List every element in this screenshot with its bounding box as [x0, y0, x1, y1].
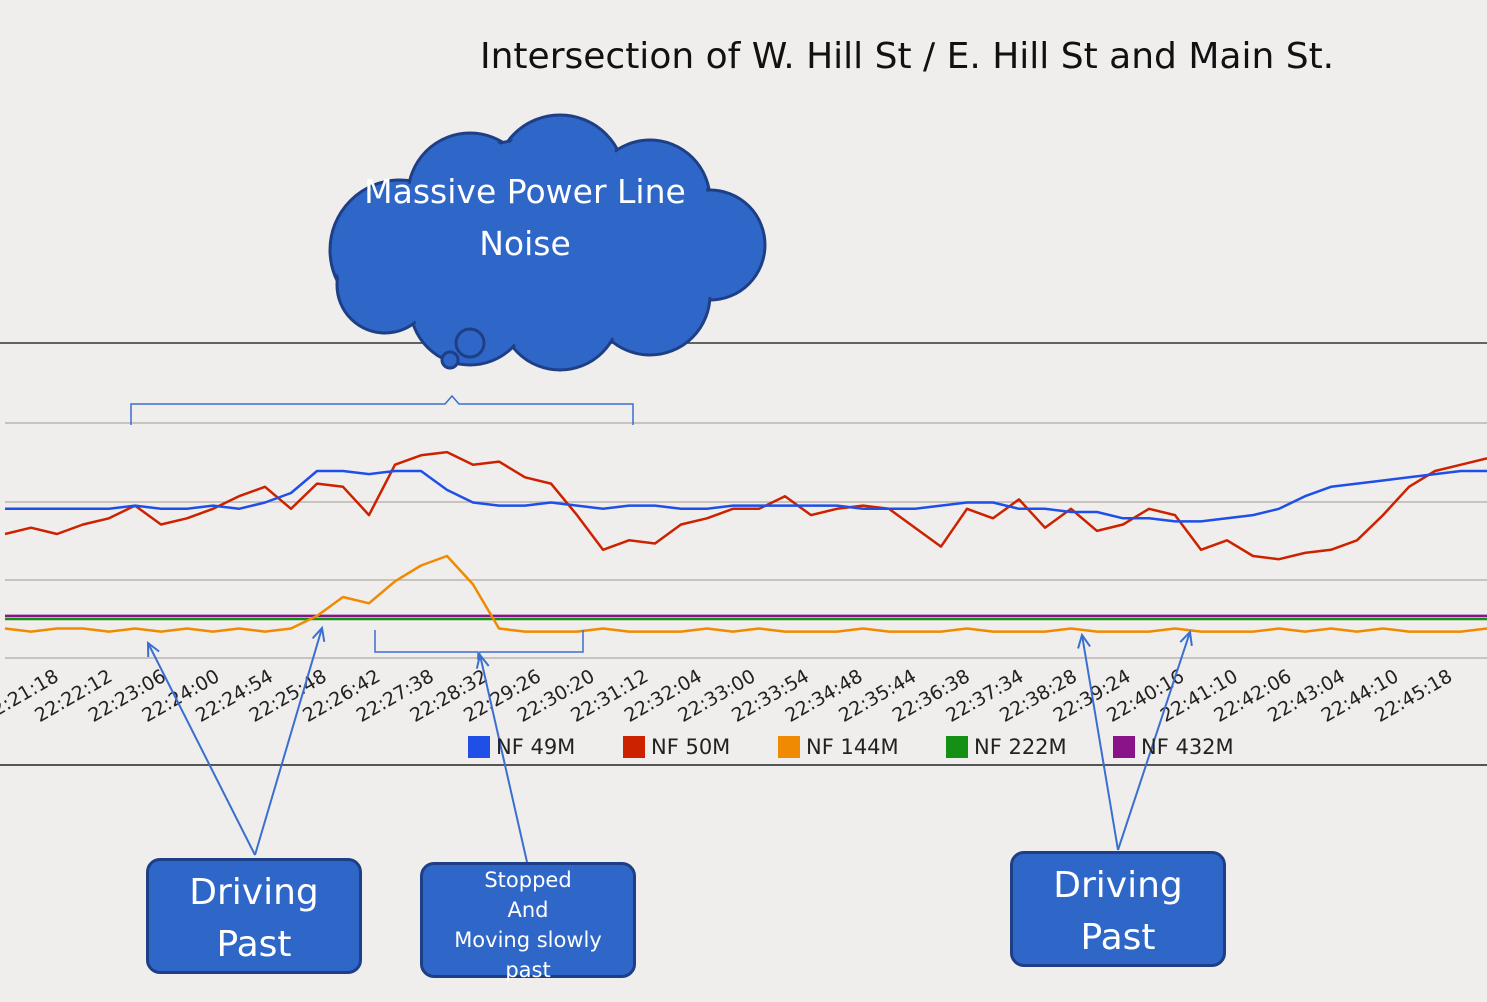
- callout-line: Past: [1080, 917, 1156, 958]
- x-axis-ticks: 22:21:1822:22:1222:23:0622:24:0022:24:54…: [0, 665, 1456, 727]
- cloud-puff-fill: [340, 240, 430, 330]
- callout-arrow: [479, 654, 528, 863]
- legend-swatch: [468, 736, 490, 758]
- callout-line: Stopped: [484, 868, 572, 892]
- cloud-shape: [328, 113, 767, 372]
- legend-item: NF 49M: [468, 734, 575, 760]
- cloud-line: Massive: [364, 172, 497, 211]
- legend-swatch: [946, 736, 968, 758]
- legend-item: NF 222M: [946, 734, 1067, 760]
- callout-stopped-moving-slowly: Stopped And Moving slowly past: [420, 862, 636, 982]
- series-line-nf-50m: [4, 450, 1487, 561]
- noise-bracket: [130, 394, 634, 425]
- arrow-head: [311, 625, 326, 642]
- arrow-head: [1179, 629, 1193, 647]
- cloud-bubble: [440, 350, 460, 370]
- legend-swatch: [778, 736, 800, 758]
- callout-line: And: [507, 898, 549, 922]
- legend-item: NF 432M: [1113, 734, 1234, 760]
- callout-driving-past-left: Driving Past: [146, 858, 362, 974]
- series-layer: [4, 450, 1487, 633]
- callout-line: past: [505, 958, 551, 982]
- cloud-puff-fill: [533, 158, 707, 332]
- callout-arrow: [1117, 631, 1191, 851]
- legend-label: NF 222M: [974, 735, 1067, 759]
- chart-title: Intersection of W. Hill St / E. Hill St …: [480, 36, 1335, 77]
- legend-item: NF 50M: [623, 734, 730, 760]
- cloud-bubble: [454, 327, 486, 359]
- cloud-line: Power Line: [506, 172, 686, 211]
- callout-line: Moving slowly: [454, 928, 602, 952]
- legend-swatch: [1113, 736, 1135, 758]
- cloud-line: Noise: [479, 224, 571, 263]
- legend-label: NF 49M: [496, 735, 576, 759]
- callout-line: Past: [216, 924, 292, 965]
- annotations: [130, 113, 1193, 863]
- series-line-nf-144m: [4, 554, 1487, 633]
- grid-lines: [5, 422, 1487, 659]
- callout-line: Driving: [189, 872, 319, 913]
- legend-label: NF 50M: [651, 735, 731, 759]
- chart-frame: [0, 342, 1487, 766]
- legend-label: NF 432M: [1141, 735, 1234, 759]
- callout-driving-past-right: Driving Past: [1010, 851, 1226, 967]
- arrow-head: [475, 652, 490, 669]
- callout-arrow: [254, 627, 323, 856]
- legend-swatch: [623, 736, 645, 758]
- arrow-head: [1077, 632, 1091, 649]
- callout-arrow: [147, 642, 256, 856]
- arrow-head: [146, 640, 160, 658]
- callout-line: Driving: [1053, 865, 1183, 906]
- callout-arrow: [1081, 634, 1119, 851]
- cloud-annotation-text: Massive Power Line Noise: [345, 166, 705, 270]
- legend-label: NF 144M: [806, 735, 899, 759]
- legend-item: NF 144M: [778, 734, 899, 760]
- series-line-nf-49m: [5, 469, 1487, 523]
